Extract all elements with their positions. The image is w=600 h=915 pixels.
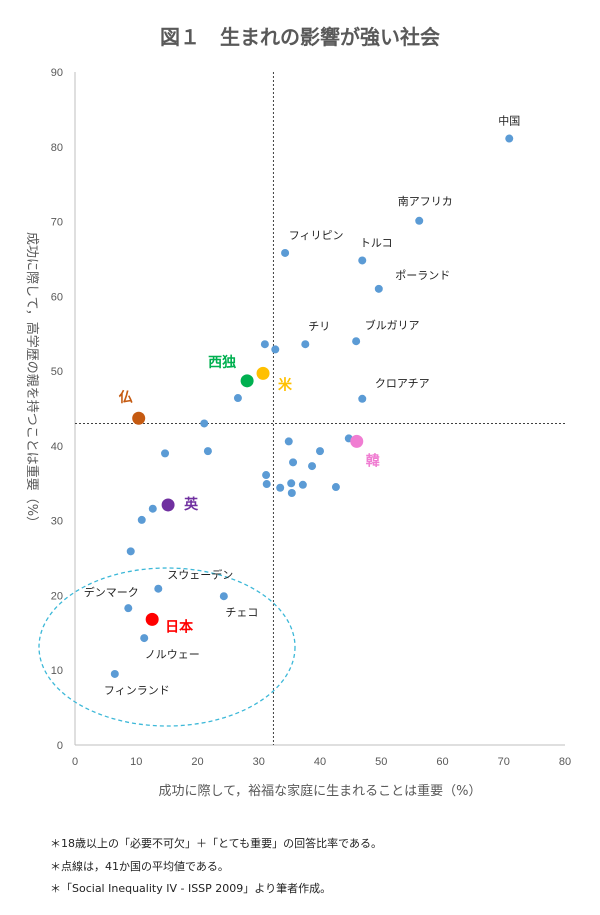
highlight-ellipse [38,567,296,727]
point-label: 中国 [498,115,520,128]
data-point [271,345,280,354]
data-point [262,471,271,480]
data-point [137,515,146,524]
data-point [358,256,367,265]
point-label: 南アフリカ [398,195,453,208]
x-tick-label: 30 [253,756,265,768]
x-tick-label: 50 [375,756,387,768]
data-point [415,216,424,225]
y-tick-label: 0 [57,740,63,752]
point-label: チェコ [225,606,258,619]
x-tick-label: 0 [72,756,78,768]
x-tick-label: 60 [436,756,448,768]
point-label: フィンランド [104,684,170,697]
data-point [124,604,133,613]
chart-title: 図１ 生まれの影響が強い社会 [160,25,440,49]
data-point [203,447,212,456]
data-point [276,483,285,492]
data-point [148,504,157,513]
y-tick-label: 70 [51,217,63,229]
data-point [352,337,361,346]
point-label: ブルガリア [365,318,420,332]
y-axis-label: 成功に際して，高学歴の親を持つことは重要（%） [24,232,40,529]
data-point [219,592,228,601]
y-tick-label: 20 [51,590,63,602]
note-1: ＊18歳以上の「必要不可欠」＋「とても重要」の回答比率である。 [50,837,383,850]
point-label: 米 [278,376,293,393]
y-tick-label: 60 [51,291,63,303]
data-point [161,449,170,458]
data-point [281,248,290,257]
data-point [287,488,296,497]
point-label: 英 [183,496,199,513]
data-point [132,411,146,425]
data-point [358,394,367,403]
point-label: ポーランド [395,269,450,282]
y-tick-label: 40 [51,441,63,453]
point-label: 仏 [119,390,133,406]
x-tick-label: 40 [314,756,326,768]
data-point [161,498,175,512]
data-point [289,458,298,467]
data-point [316,447,324,456]
data-point [140,634,149,643]
x-tick-label: 20 [191,756,203,768]
point-label: ノルウェー [145,648,200,661]
data-point [287,479,296,488]
point-label: 日本 [165,618,194,635]
data-point [233,394,242,403]
point-label: 西独 [208,354,236,371]
point-label: フィリピン [289,229,344,242]
data-point [284,437,293,446]
data-point [256,366,270,380]
data-point [331,483,340,492]
x-tick-label: 70 [498,756,510,768]
data-point [126,547,135,556]
point-label: 韓 [366,452,380,469]
data-point [350,434,364,448]
point-label: チリ [308,320,330,333]
data-point [200,419,209,428]
y-tick-label: 30 [51,516,63,528]
y-tick-label: 10 [51,665,63,677]
point-label: デンマーク [84,585,139,599]
data-point [240,374,254,388]
point-label: トルコ [360,236,393,249]
data-point [262,480,271,489]
data-point [301,340,310,349]
data-point [145,612,159,626]
data-point [110,669,119,678]
note-2: ＊点線は，41か国の平均値である。 [50,860,229,873]
y-tick-label: 80 [51,142,63,154]
note-3: ＊「Social Inequality IV - ISSP 2009」より筆者作… [50,882,332,895]
x-tick-label: 10 [130,756,142,768]
data-point [374,284,383,293]
y-tick-label: 50 [51,366,63,378]
y-tick-label: 90 [51,67,63,79]
data-point [505,134,514,143]
x-axis-label: 成功に際して，裕福な家庭に生まれることは重要（%） [158,783,481,799]
point-label: スウェーデン [167,568,233,582]
data-point [308,462,317,471]
data-point [260,340,269,349]
x-tick-label: 80 [559,756,571,768]
data-point [298,480,307,489]
point-label: クロアチア [375,377,430,390]
data-point [154,584,163,593]
